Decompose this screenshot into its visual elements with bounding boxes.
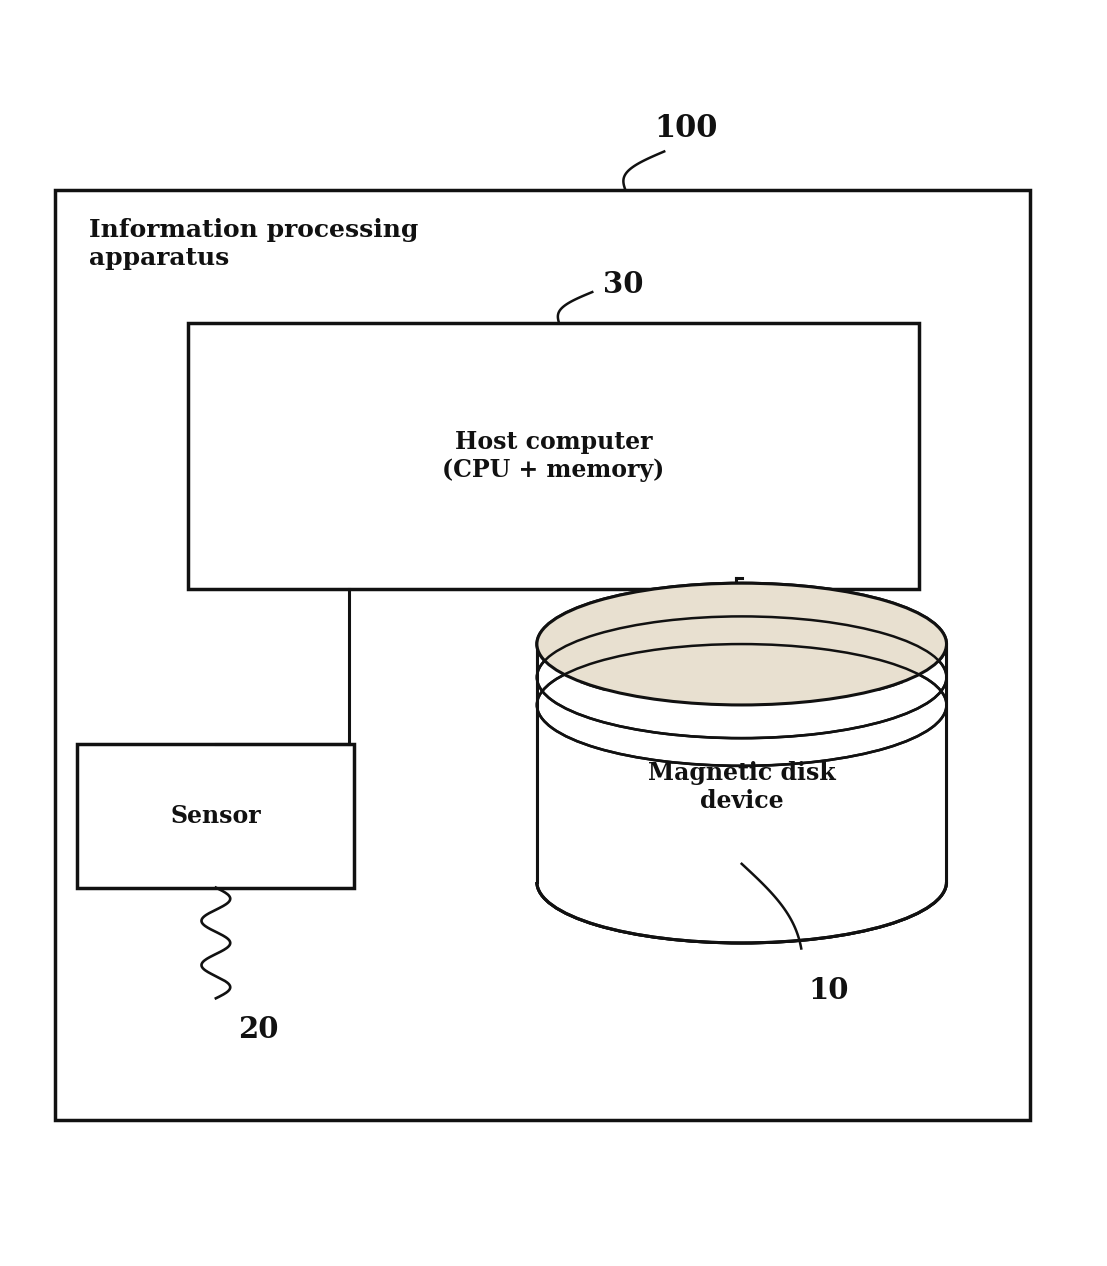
- Bar: [55, 190, 1030, 1120]
- Ellipse shape: [537, 584, 946, 705]
- Text: Magnetic disk
device: Magnetic disk device: [648, 761, 836, 813]
- Bar: [537, 663, 946, 682]
- Bar: [537, 644, 946, 882]
- Text: Information processing
apparatus: Information processing apparatus: [89, 218, 418, 270]
- Ellipse shape: [537, 822, 946, 943]
- Ellipse shape: [537, 584, 946, 705]
- Bar: [77, 743, 354, 887]
- Text: 30: 30: [603, 270, 644, 299]
- Bar: [188, 323, 919, 589]
- Text: 20: 20: [238, 1015, 279, 1044]
- Bar: [537, 690, 946, 710]
- Text: 100: 100: [654, 113, 718, 144]
- Text: Host computer
(CPU + memory): Host computer (CPU + memory): [443, 430, 664, 482]
- Text: Sensor: Sensor: [170, 804, 261, 828]
- Text: 10: 10: [808, 976, 849, 1005]
